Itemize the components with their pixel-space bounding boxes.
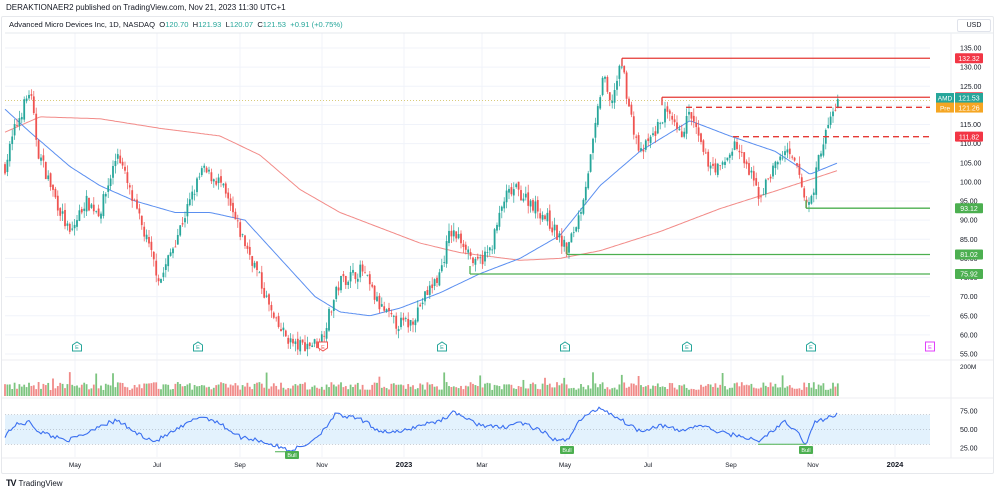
svg-text:95.00: 95.00: [960, 199, 978, 206]
svg-text:60.00: 60.00: [960, 332, 978, 339]
change-value: +0.91 (+0.75%): [290, 20, 343, 29]
level-price-tag: 111.82: [955, 131, 983, 142]
svg-text:Jul: Jul: [644, 462, 653, 469]
svg-text:65.00: 65.00: [960, 313, 978, 320]
grid: [2, 32, 993, 459]
svg-text:25.00: 25.00: [960, 446, 978, 453]
svg-text:70.00: 70.00: [960, 294, 978, 301]
svg-text:135.00: 135.00: [960, 46, 982, 53]
amd-price-tag: 121.53 AMD: [936, 93, 983, 104]
svg-text:Bull: Bull: [287, 453, 296, 459]
volume-axis-label: 200M: [960, 364, 976, 371]
footer: TV TradingView: [6, 478, 63, 488]
svg-text:E: E: [75, 345, 79, 351]
svg-text:125.00: 125.00: [960, 84, 982, 91]
earnings-marker-icon[interactable]: E: [682, 341, 692, 352]
svg-text:121.53: 121.53: [958, 96, 980, 103]
svg-text:Bull: Bull: [562, 448, 571, 454]
earnings-marker-icon[interactable]: E: [193, 341, 203, 352]
svg-text:100.00: 100.00: [960, 179, 982, 186]
candlesticks[interactable]: [4, 59, 839, 357]
brand-name[interactable]: TradingView: [18, 478, 63, 488]
publisher-line: DERAKTIONAER2 published on TradingView.c…: [6, 3, 286, 12]
svg-text:E: E: [563, 345, 567, 351]
pre-price-tag: 121.26 Pre: [936, 102, 983, 113]
earnings-marker-icon[interactable]: E: [437, 341, 447, 352]
time-axis[interactable]: May Jul Sep Nov 2023 Mar May Jul Sep Nov 2024: [69, 460, 904, 469]
svg-text:115.00: 115.00: [960, 122, 981, 129]
level-price-tag: 132.32: [955, 53, 983, 64]
svg-text:Jul: Jul: [153, 462, 162, 469]
svg-text:May: May: [559, 462, 572, 469]
svg-text:2023: 2023: [396, 460, 413, 469]
svg-text:Nov: Nov: [316, 462, 328, 469]
symbol-name[interactable]: Advanced Micro Devices Inc, 1D, NASDAQ: [9, 20, 156, 29]
svg-text:E: E: [321, 345, 325, 351]
svg-text:50.00: 50.00: [960, 427, 978, 434]
ma-fast-line[interactable]: [4, 108, 838, 317]
svg-text:E: E: [196, 345, 200, 351]
earnings-marker-icon[interactable]: E: [806, 341, 816, 352]
svg-text:75.92: 75.92: [960, 272, 978, 279]
level-price-tag: 93.12: [955, 203, 983, 214]
svg-text:130.00: 130.00: [960, 65, 982, 72]
svg-text:Sep: Sep: [725, 462, 737, 469]
open-value: 120.70: [165, 20, 189, 29]
svg-text:105.00: 105.00: [960, 160, 982, 167]
earnings-marker-icon[interactable]: E: [318, 341, 328, 352]
low-value: 120.07: [229, 20, 254, 29]
svg-text:Nov: Nov: [807, 462, 819, 469]
close-value: 121.53: [262, 20, 287, 29]
svg-text:90.00: 90.00: [960, 218, 978, 225]
svg-text:E: E: [809, 345, 813, 351]
svg-text:93.12: 93.12: [960, 206, 978, 213]
bull-divergence-label: Bull: [560, 446, 574, 454]
svg-text:Sep: Sep: [234, 462, 246, 469]
level-price-tag: 81.02: [955, 249, 983, 260]
svg-text:E: E: [440, 345, 444, 351]
earnings-marker-icon[interactable]: E: [72, 341, 82, 352]
bull-divergence-label: Bull: [285, 451, 299, 459]
svg-text:81.02: 81.02: [960, 252, 978, 259]
earnings-marker-icon[interactable]: E: [925, 341, 935, 352]
svg-text:132.32: 132.32: [958, 56, 980, 63]
level-price-tag: 75.92: [955, 268, 983, 279]
symbol-legend: Advanced Micro Devices Inc, 1D, NASDAQ O…: [9, 20, 343, 29]
svg-text:75.00: 75.00: [960, 409, 978, 416]
svg-text:2024: 2024: [887, 460, 905, 469]
chart-frame: [1, 16, 994, 474]
svg-text:E: E: [685, 345, 689, 351]
earnings-marker-icon[interactable]: E: [560, 341, 570, 352]
svg-text:Mar: Mar: [476, 462, 488, 469]
bull-divergence-label: Bull: [799, 446, 813, 454]
svg-text:E: E: [928, 345, 932, 351]
svg-text:85.00: 85.00: [960, 237, 978, 244]
svg-text:May: May: [69, 462, 82, 469]
tradingview-logo-icon: TV: [6, 478, 16, 488]
currency-button[interactable]: USD: [957, 19, 991, 32]
svg-text:Pre: Pre: [940, 105, 951, 112]
svg-text:55.00: 55.00: [960, 352, 978, 359]
volume-bars[interactable]: [4, 372, 839, 396]
svg-text:121.26: 121.26: [958, 105, 980, 112]
svg-text:110.00: 110.00: [960, 141, 981, 148]
high-value: 121.93: [198, 20, 222, 29]
svg-text:111.82: 111.82: [959, 134, 979, 141]
rsi-panel[interactable]: 25.00 50.00 75.00 Bull Bull Bull: [4, 406, 978, 459]
ma-slow-line[interactable]: [4, 116, 838, 261]
svg-text:Bull: Bull: [801, 448, 810, 454]
rsi-line[interactable]: [4, 406, 838, 452]
svg-text:AMD: AMD: [938, 96, 953, 103]
